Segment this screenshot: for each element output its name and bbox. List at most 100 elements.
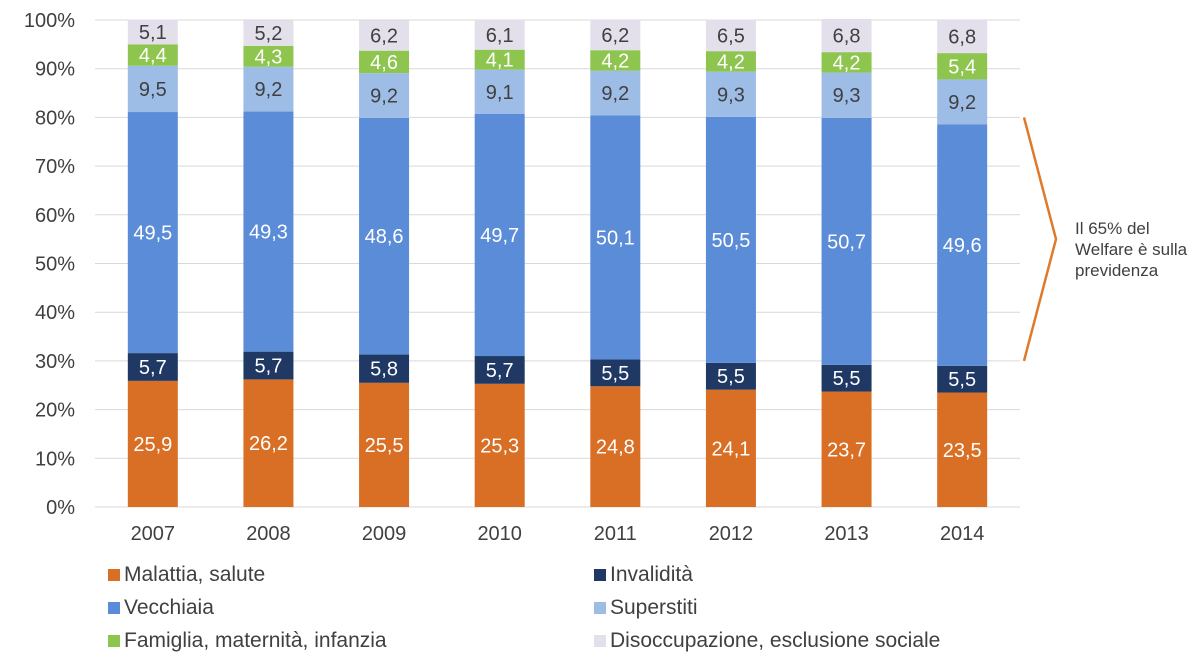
- data-label: 23,5: [943, 440, 982, 462]
- legend-item: Famiglia, maternità, infanzia: [108, 626, 594, 656]
- data-label: 9,3: [833, 85, 861, 107]
- bar-segment: [243, 379, 294, 507]
- bar-segment: [705, 362, 756, 390]
- y-tick-label: 20%: [35, 400, 75, 422]
- bar-segment: [937, 53, 988, 80]
- bar-segment: [705, 389, 756, 507]
- bar-segment: [937, 79, 988, 125]
- y-tick-label: 30%: [35, 351, 75, 373]
- data-label: 9,5: [139, 79, 167, 101]
- bar-segment: [474, 356, 525, 384]
- data-labels: 25,9 5,7 49,5 9,5 4,45,1 26,2 5,7 49,3 9,2 4,35,2…: [133, 22, 981, 462]
- data-label: 24,8: [596, 437, 635, 459]
- bar-segment: [359, 50, 410, 74]
- bar-segment: [243, 351, 294, 380]
- bar-segment: [243, 66, 294, 112]
- data-label: 5,7: [255, 356, 283, 378]
- data-label: 50,7: [827, 231, 866, 253]
- data-label: 9,1: [486, 82, 514, 104]
- bar-segment: [705, 116, 756, 363]
- data-label: 6,2: [370, 26, 398, 48]
- bar-segment: [590, 20, 641, 51]
- legend-swatch: [108, 635, 120, 647]
- data-label: 5,2: [255, 23, 283, 45]
- x-tick-label: 2009: [362, 523, 407, 545]
- data-label: 4,2: [717, 51, 745, 73]
- y-axis-ticks: 0% 10% 20% 30% 40% 50% 60% 70% 80% 90% 100%: [24, 10, 75, 519]
- bar-segment: [359, 354, 410, 383]
- bar-segment: [359, 20, 410, 51]
- bar-segment: [127, 380, 178, 507]
- legend-item: Malattia, salute: [108, 560, 594, 590]
- bar-segment: [937, 20, 988, 54]
- bar-segment: [474, 69, 525, 114]
- data-label: 6,5: [717, 25, 745, 47]
- data-label: 5,5: [948, 369, 976, 391]
- bar-segment: [243, 45, 294, 67]
- data-label: 50,1: [596, 227, 635, 249]
- bar-segment: [359, 382, 410, 507]
- data-label: 4,1: [486, 50, 514, 72]
- x-tick-label: 2008: [246, 523, 291, 545]
- data-label: 5,4: [948, 56, 976, 78]
- bar-segment: [474, 20, 525, 50]
- data-label: 4,4: [139, 45, 167, 67]
- bar-segment: [821, 364, 872, 392]
- legend-label: Famiglia, maternità, infanzia: [124, 629, 387, 652]
- bar-segment: [127, 19, 178, 45]
- data-label: 4,2: [833, 52, 861, 74]
- legend: Malattia, salute Invalidità Vecchiaia Super…: [108, 560, 1108, 656]
- y-tick-label: 100%: [24, 10, 75, 32]
- data-label: 6,2: [601, 25, 629, 47]
- legend-label: Disoccupazione, esclusione sociale: [610, 629, 941, 652]
- bar-segment: [127, 353, 178, 381]
- data-label: 25,3: [480, 435, 519, 457]
- data-label: 49,3: [249, 222, 288, 244]
- data-label: 6,1: [486, 25, 514, 47]
- x-tick-label: 2013: [824, 523, 869, 545]
- bar-segment: [705, 71, 756, 117]
- x-tick-label: 2010: [477, 523, 522, 545]
- bar-segment: [474, 113, 525, 357]
- bar-segment: [821, 72, 872, 118]
- data-label: 5,5: [601, 363, 629, 385]
- bar-segment: [127, 44, 178, 66]
- y-tick-label: 10%: [35, 448, 75, 470]
- data-label: 5,8: [370, 359, 398, 381]
- data-label: 26,2: [249, 433, 288, 455]
- bracket-chevron: [1022, 117, 1058, 362]
- data-label: 4,2: [601, 50, 629, 72]
- annotation-bracket: [1022, 117, 1058, 362]
- data-label: 49,6: [943, 235, 982, 257]
- bar-segment: [359, 73, 410, 118]
- legend-swatch: [108, 602, 120, 614]
- y-tick-label: 40%: [35, 302, 75, 324]
- data-label: 50,5: [711, 230, 750, 252]
- x-tick-label: 2012: [709, 523, 754, 545]
- annotation-text: Il 65% del Welfare è sulla previdenza: [1075, 219, 1188, 280]
- data-label: 49,7: [480, 225, 519, 247]
- bar-segment: [937, 124, 988, 366]
- data-label: 5,5: [833, 368, 861, 390]
- bar-segment: [474, 383, 525, 507]
- legend-label: Vecchiaia: [124, 596, 214, 619]
- bar-segment: [821, 117, 872, 365]
- data-label: 5,7: [139, 357, 167, 379]
- bar-segment: [590, 386, 641, 507]
- y-tick-label: 90%: [35, 59, 75, 81]
- bar-segment: [705, 19, 756, 52]
- y-tick-label: 70%: [35, 156, 75, 178]
- data-label: 24,1: [711, 438, 750, 460]
- legend-label: Malattia, salute: [124, 563, 266, 586]
- bar-segment: [127, 112, 178, 354]
- bar-segment: [705, 51, 756, 72]
- data-label: 48,6: [365, 226, 404, 248]
- data-label: 5,5: [717, 366, 745, 388]
- bar-segment: [590, 359, 641, 387]
- data-label: 49,5: [133, 223, 172, 245]
- y-tick-label: 0%: [46, 497, 75, 519]
- data-label: 23,7: [827, 439, 866, 461]
- data-label: 9,2: [370, 85, 398, 107]
- legend-label: Superstiti: [610, 596, 698, 619]
